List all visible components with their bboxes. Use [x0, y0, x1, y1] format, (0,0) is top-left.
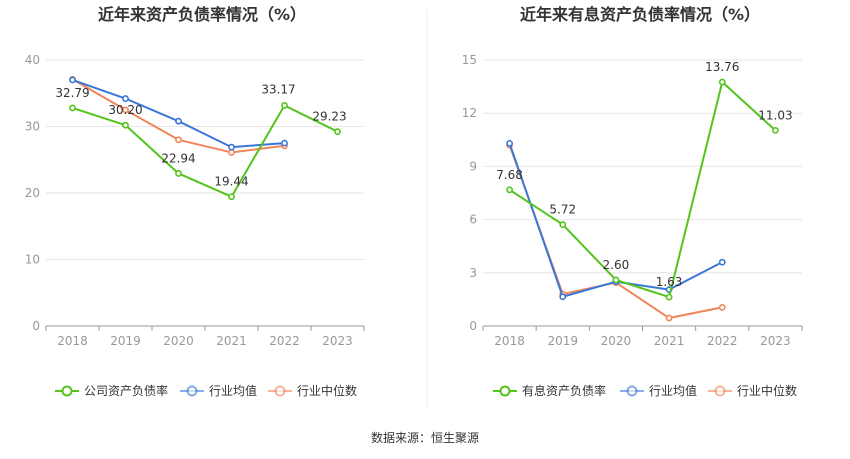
data-point-company[interactable] [665, 293, 673, 301]
legend-item-industry_median[interactable]: 行业中位数 [708, 383, 797, 398]
data-label: 11.03 [758, 108, 792, 122]
data-point-industry_median[interactable] [122, 106, 129, 114]
y-tick-label: 0 [469, 319, 477, 333]
y-tick-label: 10 [25, 253, 40, 267]
data-point-company[interactable] [122, 121, 129, 129]
y-tick-label: 0 [32, 319, 40, 333]
data-point-industry_avg[interactable] [175, 117, 182, 125]
data-point-company[interactable] [334, 128, 341, 136]
data-label: 19.44 [214, 175, 248, 189]
y-tick-label: 12 [462, 106, 477, 120]
x-tick-label: 2018 [494, 334, 525, 348]
data-point-industry_avg[interactable] [228, 143, 235, 151]
x-tick-label: 2023 [760, 334, 791, 348]
legend-label: 行业均值 [649, 383, 697, 398]
data-point-industry_avg[interactable] [122, 95, 129, 102]
legend-item-industry_median[interactable]: 行业中位数 [268, 383, 357, 398]
legend-marker [61, 385, 73, 397]
data-point-industry_median[interactable] [175, 136, 182, 144]
interest-bearing-debt-ratio-chart: 近年来有息资产负债率情况（%） 0 3 6 9 12 15 2018 2019 2020 2021 2… [462, 5, 803, 398]
data-point-industry_avg[interactable] [281, 139, 288, 147]
data-point-company[interactable] [506, 186, 513, 194]
y-tick-label: 6 [469, 213, 477, 227]
legend-marker [274, 385, 286, 397]
series-line-industry_median [508, 144, 723, 320]
data-label: 7.68 [496, 168, 523, 182]
legend-item-industry_avg[interactable]: 行业均值 [180, 383, 257, 398]
data-point-company[interactable] [281, 102, 288, 109]
data-label: 32.79 [55, 86, 89, 100]
data-label: 2.60 [603, 258, 630, 272]
legend-marker [186, 385, 198, 397]
data-point-company[interactable] [228, 193, 235, 201]
data-point-industry_avg[interactable] [559, 293, 567, 301]
x-tick-label: 2019 [547, 334, 578, 348]
x-tick-label: 2021 [216, 334, 247, 348]
legend-marker [714, 385, 726, 397]
y-tick-label: 9 [469, 159, 477, 173]
data-label: 22.94 [161, 151, 195, 165]
chart-title: 近年来资产负债率情况（%） [98, 5, 306, 24]
x-tick-label: 2019 [110, 334, 141, 348]
series-line-company [72, 104, 338, 198]
data-point-company[interactable] [718, 78, 726, 86]
x-tick-label: 2018 [57, 334, 88, 348]
y-tick-label: 15 [462, 53, 477, 67]
x-tick-label: 2020 [163, 334, 194, 348]
data-point-industry_median[interactable] [718, 303, 726, 311]
legend-label: 行业中位数 [297, 383, 357, 398]
y-tick-label: 20 [25, 186, 40, 200]
legend-label: 公司资产负债率 [84, 383, 168, 398]
series-line-company [509, 80, 777, 299]
x-tick-label: 2022 [707, 334, 738, 348]
y-tick-label: 3 [469, 266, 477, 280]
legend-marker [626, 385, 638, 397]
data-label: 33.17 [261, 82, 295, 96]
data-point-industry_avg[interactable] [506, 139, 513, 147]
data-point-company[interactable] [772, 127, 779, 134]
data-source-note: 数据来源：恒生聚源 [371, 430, 479, 445]
data-point-company[interactable] [69, 104, 76, 112]
data-label: 29.23 [312, 110, 346, 124]
data-point-company[interactable] [612, 276, 620, 284]
data-point-industry_median[interactable] [228, 149, 235, 156]
y-tick-label: 30 [25, 120, 40, 134]
data-point-industry_median[interactable] [665, 314, 673, 322]
x-tick-label: 2022 [269, 334, 300, 348]
legend-item-company[interactable]: 有息资产负债率 [493, 383, 606, 398]
data-point-industry_avg[interactable] [69, 76, 76, 84]
legend-label: 行业均值 [209, 383, 257, 398]
data-label: 5.72 [549, 203, 576, 217]
legend-label: 有息资产负债率 [522, 383, 606, 398]
x-tick-label: 2023 [322, 334, 353, 348]
data-point-industry_avg[interactable] [718, 258, 726, 266]
debt-ratio-chart: 近年来资产负债率情况（%） 0 10 20 30 40 2018 2019 2020 2021 20… [25, 5, 365, 398]
legend-marker [499, 385, 511, 397]
data-point-company[interactable] [175, 170, 182, 177]
chart-title: 近年来有息资产负债率情况（%） [520, 5, 760, 24]
x-tick-label: 2020 [601, 334, 632, 348]
y-tick-label: 40 [25, 53, 40, 67]
data-point-company[interactable] [559, 221, 567, 228]
data-label: 1.63 [656, 275, 683, 289]
legend-item-company[interactable]: 公司资产负债率 [55, 383, 168, 398]
data-label: 13.76 [705, 60, 739, 74]
data-label: 30.20 [108, 103, 142, 117]
legend-item-industry_avg[interactable]: 行业均值 [620, 383, 697, 398]
x-tick-label: 2021 [654, 334, 685, 348]
legend-label: 行业中位数 [737, 383, 797, 398]
